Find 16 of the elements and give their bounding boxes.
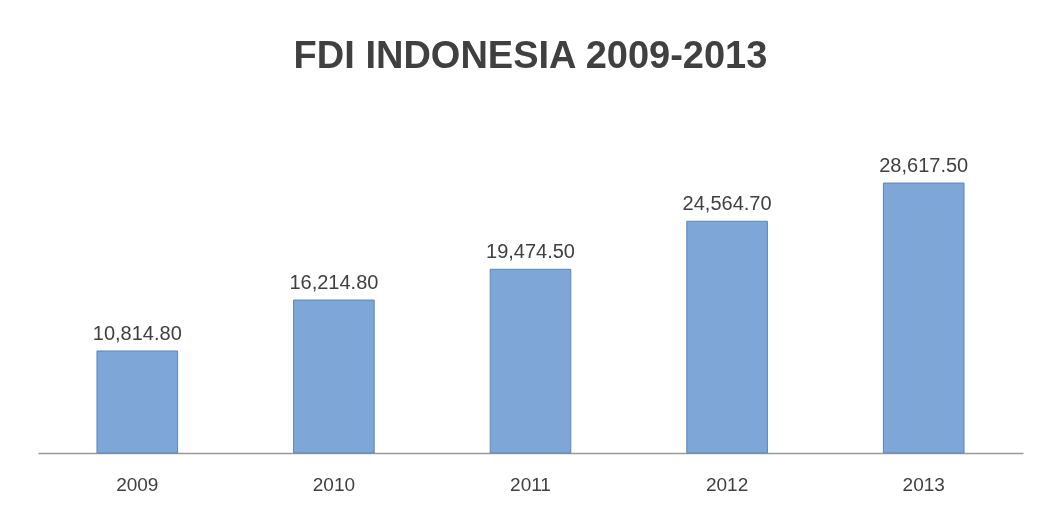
x-tick-label: 2009 — [116, 473, 159, 495]
bar — [489, 268, 572, 454]
chart-title: FDI INDONESIA 2009-2013 — [293, 34, 768, 77]
bar — [293, 299, 375, 454]
bar — [686, 220, 768, 454]
bar — [882, 182, 965, 454]
data-label: 10,814.80 — [92, 321, 182, 344]
bar — [96, 350, 179, 454]
data-label: 28,617.50 — [879, 154, 969, 177]
x-tick-label: 2011 — [510, 473, 551, 495]
data-label: 19,474.50 — [486, 240, 575, 263]
x-tick-label: 2012 — [705, 473, 749, 495]
data-label: 24,564.70 — [682, 192, 772, 215]
x-tick-label: 2013 — [902, 473, 945, 495]
x-tick-label: 2010 — [312, 473, 356, 495]
data-label: 16,214.80 — [289, 271, 379, 294]
